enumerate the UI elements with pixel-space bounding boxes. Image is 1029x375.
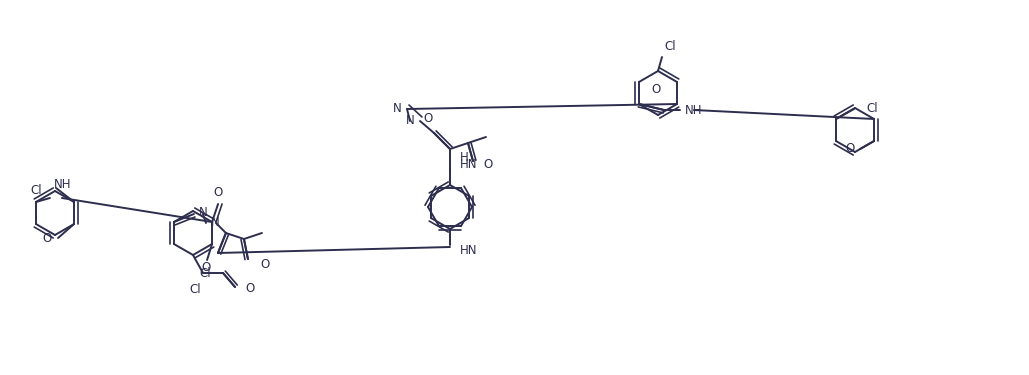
Text: Cl: Cl — [200, 267, 211, 280]
Text: Cl: Cl — [664, 40, 676, 53]
Text: O: O — [651, 83, 661, 96]
Text: N: N — [393, 102, 402, 116]
Text: H: H — [460, 151, 469, 164]
Text: O: O — [213, 186, 222, 199]
Text: Cl: Cl — [866, 102, 878, 116]
Text: NH: NH — [685, 104, 703, 117]
Text: HN: HN — [460, 158, 477, 171]
Text: O: O — [260, 258, 270, 270]
Text: HN: HN — [460, 243, 477, 256]
Text: Cl: Cl — [189, 283, 201, 296]
Text: O: O — [202, 261, 211, 274]
Text: NH: NH — [54, 178, 71, 191]
Text: O: O — [483, 158, 492, 171]
Text: N: N — [199, 207, 208, 219]
Text: O: O — [43, 231, 52, 244]
Text: N: N — [211, 216, 220, 228]
Text: O: O — [245, 282, 254, 296]
Text: Cl: Cl — [31, 183, 42, 196]
Text: O: O — [423, 112, 432, 125]
Text: N: N — [406, 114, 415, 128]
Text: O: O — [846, 142, 855, 156]
